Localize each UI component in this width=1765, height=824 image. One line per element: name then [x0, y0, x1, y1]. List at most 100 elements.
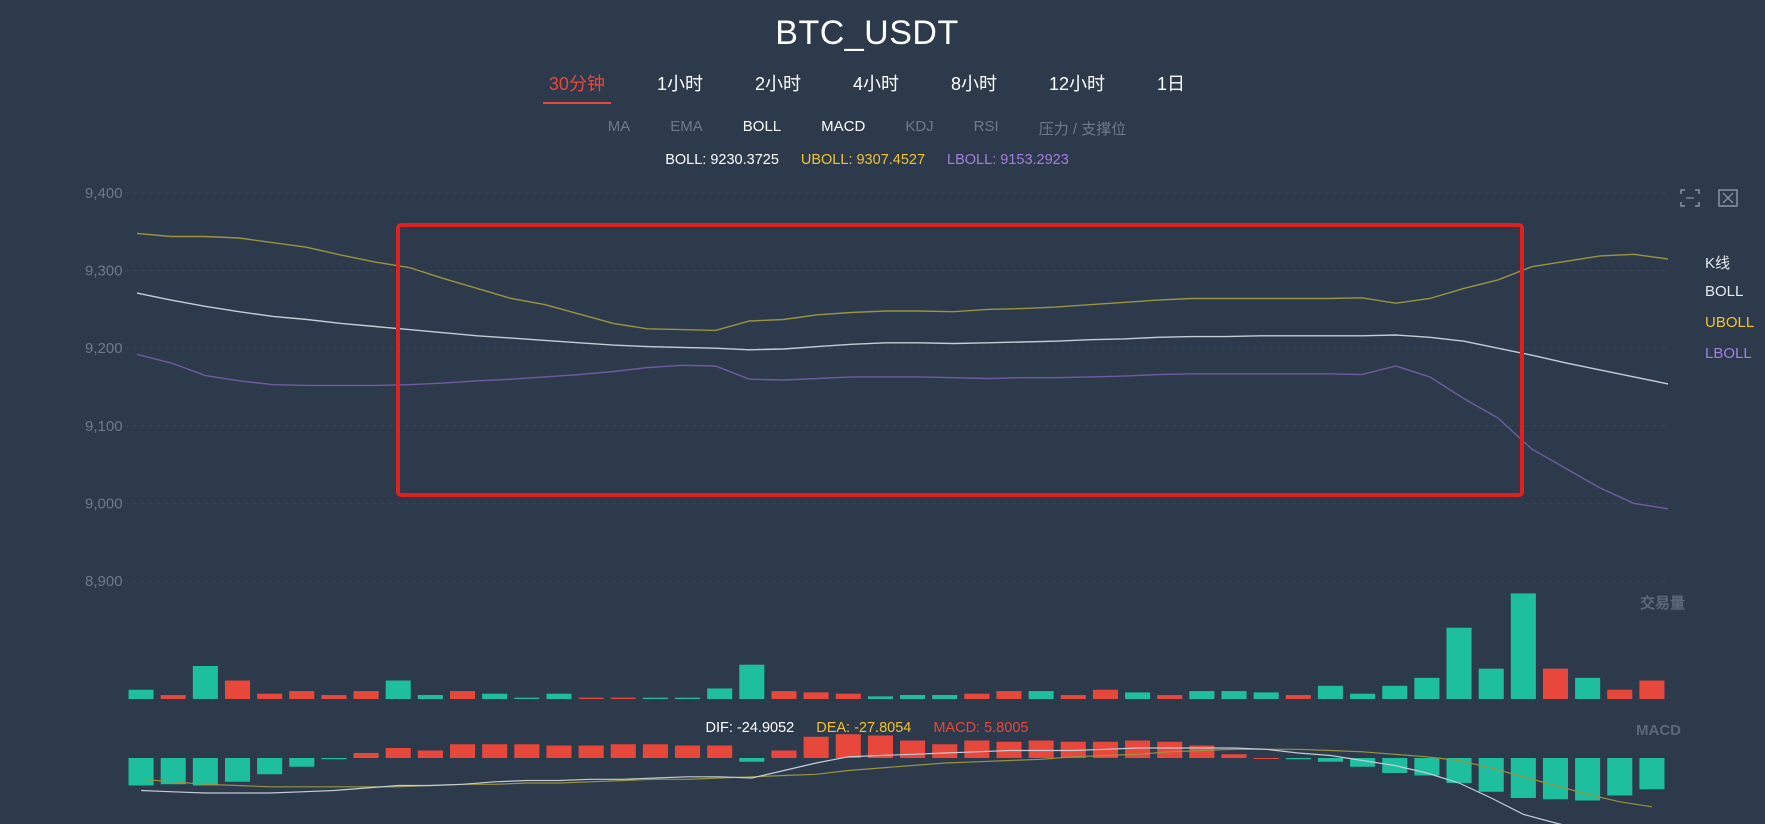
volume-bar	[192, 666, 218, 699]
macd-bar	[771, 750, 797, 758]
interval-tabs: 30分钟 1小时 2小时 4小时 8小时 12小时 1日	[0, 70, 1734, 104]
tab-8hour[interactable]: 8小时	[951, 74, 998, 94]
volume-bar	[1221, 691, 1247, 699]
volume-bar	[1510, 593, 1536, 699]
ytick-9400: 9,400	[85, 185, 123, 202]
macd-bar	[482, 744, 508, 758]
indicator-support-resistance[interactable]: 压力 / 支撑位	[1038, 121, 1127, 138]
macd-bar	[867, 735, 893, 758]
indicator-rsi[interactable]: RSI	[973, 118, 999, 135]
volume-bar	[1028, 691, 1054, 699]
tab-1day[interactable]: 1日	[1157, 74, 1186, 94]
volume-bar	[642, 697, 668, 699]
boll-values: BOLL: 9230.3725 UBOLL: 9307.4527 LBOLL: …	[0, 152, 1734, 168]
legend-boll[interactable]: BOLL	[1705, 283, 1744, 300]
macd-bar	[1478, 758, 1504, 792]
volume-bar	[289, 691, 315, 699]
macd-bar	[675, 745, 701, 758]
ytick-9000: 9,000	[85, 495, 123, 512]
macd-bar	[321, 758, 347, 760]
dif-line	[141, 747, 1563, 824]
tab-4hour[interactable]: 4小时	[852, 74, 899, 94]
volume-bar	[224, 680, 251, 699]
volume-bar	[1639, 680, 1665, 699]
volume-bar	[546, 693, 572, 699]
legend-uboll[interactable]: UBOLL	[1705, 314, 1755, 331]
volume-bar	[160, 695, 186, 699]
macd-bar	[1317, 758, 1344, 762]
volume-bar	[1092, 689, 1118, 699]
macd-bar	[1510, 758, 1536, 798]
volume-bar	[1414, 677, 1440, 699]
volume-bar	[417, 695, 443, 699]
legend-lboll[interactable]: LBOLL	[1705, 345, 1752, 362]
indicator-kdj[interactable]: KDJ	[905, 118, 934, 135]
indicator-boll[interactable]: BOLL	[742, 118, 782, 135]
line-boll	[136, 292, 1669, 385]
volume-bar	[578, 697, 604, 699]
macd-histogram	[128, 734, 1665, 801]
line-lboll	[136, 353, 1669, 510]
tab-30min[interactable]: 30分钟	[542, 70, 611, 104]
dif-value: DIF: -24.9052	[705, 720, 795, 736]
volume-bar	[1478, 668, 1504, 699]
indicator-macd[interactable]: MACD	[821, 118, 866, 135]
volume-bar	[1125, 692, 1151, 699]
volume-bar	[1382, 685, 1408, 699]
volume-bar	[610, 697, 636, 699]
macd-bar	[1446, 758, 1472, 783]
volume-bar	[867, 696, 893, 699]
macd-bar	[1607, 758, 1633, 796]
macd-bar	[1575, 758, 1601, 801]
tab-12hour[interactable]: 12小时	[1049, 74, 1106, 94]
macd-bar	[1285, 758, 1311, 760]
highlight-box	[396, 223, 1524, 497]
volume-bar	[1607, 689, 1633, 699]
macd-bar	[353, 753, 379, 758]
macd-bar	[578, 745, 604, 758]
macd-bar	[1157, 741, 1183, 758]
volume-bar	[771, 691, 797, 699]
volume-bar	[321, 695, 347, 699]
volume-bar	[128, 689, 154, 699]
macd-bar	[160, 758, 186, 785]
macd-bar	[1028, 740, 1054, 758]
macd-bar	[803, 736, 829, 758]
indicator-ema[interactable]: EMA	[670, 118, 703, 135]
macd-bar	[546, 745, 572, 758]
price-axis-ticks: 9,400 9,300 9,200 9,100 9,000 8,900	[85, 185, 123, 590]
volume-bar	[835, 693, 861, 699]
macd-values: DIF: -24.9052 DEA: -27.8054 MACD: 5.8005	[0, 720, 1734, 736]
macd-bar	[289, 758, 315, 767]
legend-kline[interactable]: K线	[1705, 255, 1731, 272]
volume-bar	[1189, 691, 1215, 699]
macd-bar	[739, 758, 765, 762]
volume-bar	[353, 691, 379, 699]
volume-bar	[1317, 685, 1344, 699]
indicator-ma[interactable]: MA	[607, 118, 631, 135]
tab-2hour[interactable]: 2小时	[754, 74, 801, 94]
macd-bar	[449, 744, 476, 758]
macd-bar	[417, 750, 443, 758]
zoom-reset-icon-svg	[1718, 189, 1738, 207]
zoom-region-icon-svg	[1680, 189, 1700, 207]
volume-bars	[128, 593, 1665, 699]
volume-bar	[1253, 692, 1279, 699]
volume-bar	[514, 697, 540, 699]
zoom-reset-icon[interactable]	[1717, 188, 1739, 208]
tab-1hour[interactable]: 1小时	[656, 74, 703, 94]
ytick-9300: 9,300	[85, 263, 123, 280]
boll-value: BOLL: 9230.3725	[665, 152, 779, 168]
macd-bar	[642, 744, 668, 758]
volume-bar	[739, 664, 765, 699]
macd-bar	[932, 744, 958, 758]
volume-bar	[900, 695, 926, 699]
volume-bar	[1285, 695, 1311, 699]
macd-bar	[1189, 745, 1215, 758]
volume-bar	[996, 691, 1022, 699]
ytick-8900: 8,900	[85, 573, 123, 590]
macd-bar	[835, 734, 861, 758]
zoom-region-icon[interactable]	[1679, 188, 1701, 208]
uboll-value: UBOLL: 9307.4527	[800, 152, 926, 168]
